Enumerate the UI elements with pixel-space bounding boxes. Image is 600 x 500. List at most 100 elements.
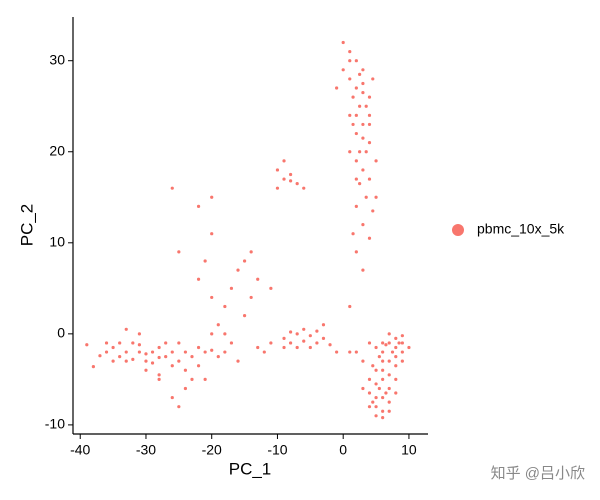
point [354, 86, 358, 90]
y-tick-label: 20 [49, 142, 65, 158]
point [348, 350, 352, 354]
point [229, 341, 234, 345]
point [131, 341, 135, 345]
point [348, 150, 352, 154]
point [367, 141, 372, 145]
point [367, 177, 372, 181]
point [289, 341, 293, 345]
point [229, 286, 234, 290]
point [144, 359, 148, 363]
point [361, 136, 365, 140]
point [196, 277, 201, 281]
point [150, 361, 155, 365]
point [236, 268, 240, 272]
point [210, 332, 214, 336]
point [354, 204, 358, 208]
point [249, 295, 253, 300]
point [164, 355, 168, 359]
point [242, 314, 247, 318]
point [348, 49, 352, 54]
point [387, 400, 391, 404]
point [374, 405, 378, 409]
x-tick-label: -10 [267, 442, 287, 458]
point [256, 345, 260, 350]
point [183, 350, 188, 354]
point [367, 341, 372, 345]
point [374, 382, 378, 386]
x-axis-title: PC_1 [229, 459, 272, 478]
point [196, 204, 201, 208]
point [315, 329, 319, 333]
point [374, 195, 378, 199]
x-tick-label: -30 [136, 442, 156, 458]
point [364, 195, 368, 199]
point [358, 150, 362, 154]
point [361, 168, 365, 172]
point [210, 195, 214, 199]
point [354, 350, 358, 354]
point [361, 81, 365, 86]
point [381, 395, 385, 400]
point [177, 341, 181, 345]
point [361, 90, 365, 95]
point [137, 332, 141, 336]
point [98, 354, 102, 358]
point [269, 286, 273, 290]
point [374, 414, 378, 418]
point [124, 350, 128, 354]
point [367, 95, 372, 99]
y-tick-label: 30 [49, 51, 65, 67]
point [367, 377, 372, 381]
point [308, 334, 312, 338]
x-tick-label: -40 [70, 442, 90, 458]
point [321, 336, 326, 340]
point [361, 68, 365, 72]
point [361, 359, 365, 363]
point [164, 341, 168, 345]
point [371, 364, 375, 368]
point [381, 409, 385, 413]
point [223, 350, 227, 354]
point [367, 113, 372, 117]
point [341, 40, 345, 45]
point [203, 259, 207, 263]
point [394, 391, 398, 395]
point [256, 277, 260, 281]
point [328, 343, 332, 347]
point [351, 95, 355, 99]
point [111, 359, 115, 363]
point [269, 341, 273, 345]
point [361, 268, 365, 272]
y-axis-title: PC_2 [17, 204, 36, 247]
point [150, 350, 155, 354]
point [397, 341, 401, 345]
point [210, 295, 214, 300]
point [394, 355, 398, 359]
point [196, 364, 201, 368]
point [361, 122, 365, 127]
point [216, 323, 220, 327]
point [170, 364, 174, 368]
point [216, 355, 220, 359]
point [236, 359, 240, 363]
point [289, 172, 293, 177]
point [210, 232, 214, 236]
y-tick-label: 0 [57, 325, 65, 341]
y-tick-label: 10 [49, 234, 65, 250]
point [387, 359, 391, 363]
point [400, 350, 404, 354]
point [364, 104, 368, 108]
point [354, 131, 358, 136]
point [170, 395, 174, 400]
point [400, 334, 404, 338]
point [381, 341, 385, 345]
point [384, 343, 388, 347]
point [371, 400, 375, 404]
point [387, 386, 391, 391]
point [407, 345, 411, 350]
point [381, 416, 385, 420]
point [394, 345, 398, 350]
point [289, 179, 293, 183]
point [387, 341, 391, 345]
